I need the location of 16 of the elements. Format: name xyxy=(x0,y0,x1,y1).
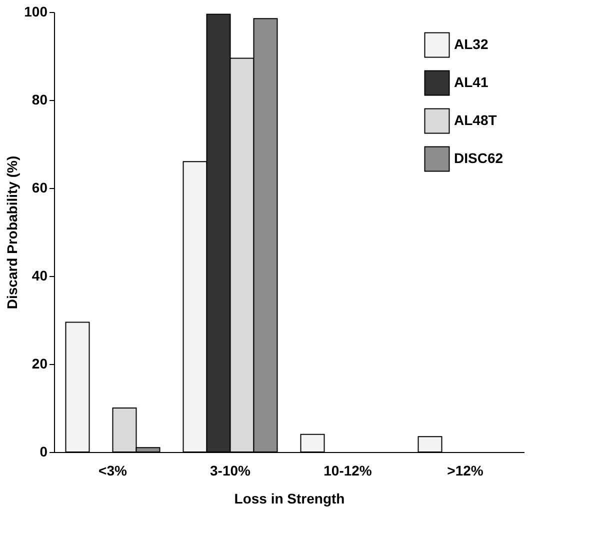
legend-label: AL32 xyxy=(454,36,488,52)
x-tick-label: >12% xyxy=(447,462,484,478)
legend-label: AL48T xyxy=(454,112,498,128)
y-axis-title: Discard Probability (%) xyxy=(4,156,20,310)
y-tick-label: 40 xyxy=(32,268,48,284)
x-tick-label: <3% xyxy=(98,462,128,478)
y-tick-label: 20 xyxy=(32,356,48,372)
legend-label: AL41 xyxy=(454,74,488,90)
y-tick-label: 60 xyxy=(32,180,48,196)
y-tick-label: 80 xyxy=(32,92,48,108)
x-axis-title: Loss in Strength xyxy=(234,490,345,506)
y-tick-label: 100 xyxy=(24,4,48,20)
x-tick-label: 3-10% xyxy=(210,462,252,478)
x-tick-label: 10-12% xyxy=(324,462,372,478)
y-tick-label: 0 xyxy=(40,444,48,460)
legend-label: DISC62 xyxy=(454,150,504,166)
